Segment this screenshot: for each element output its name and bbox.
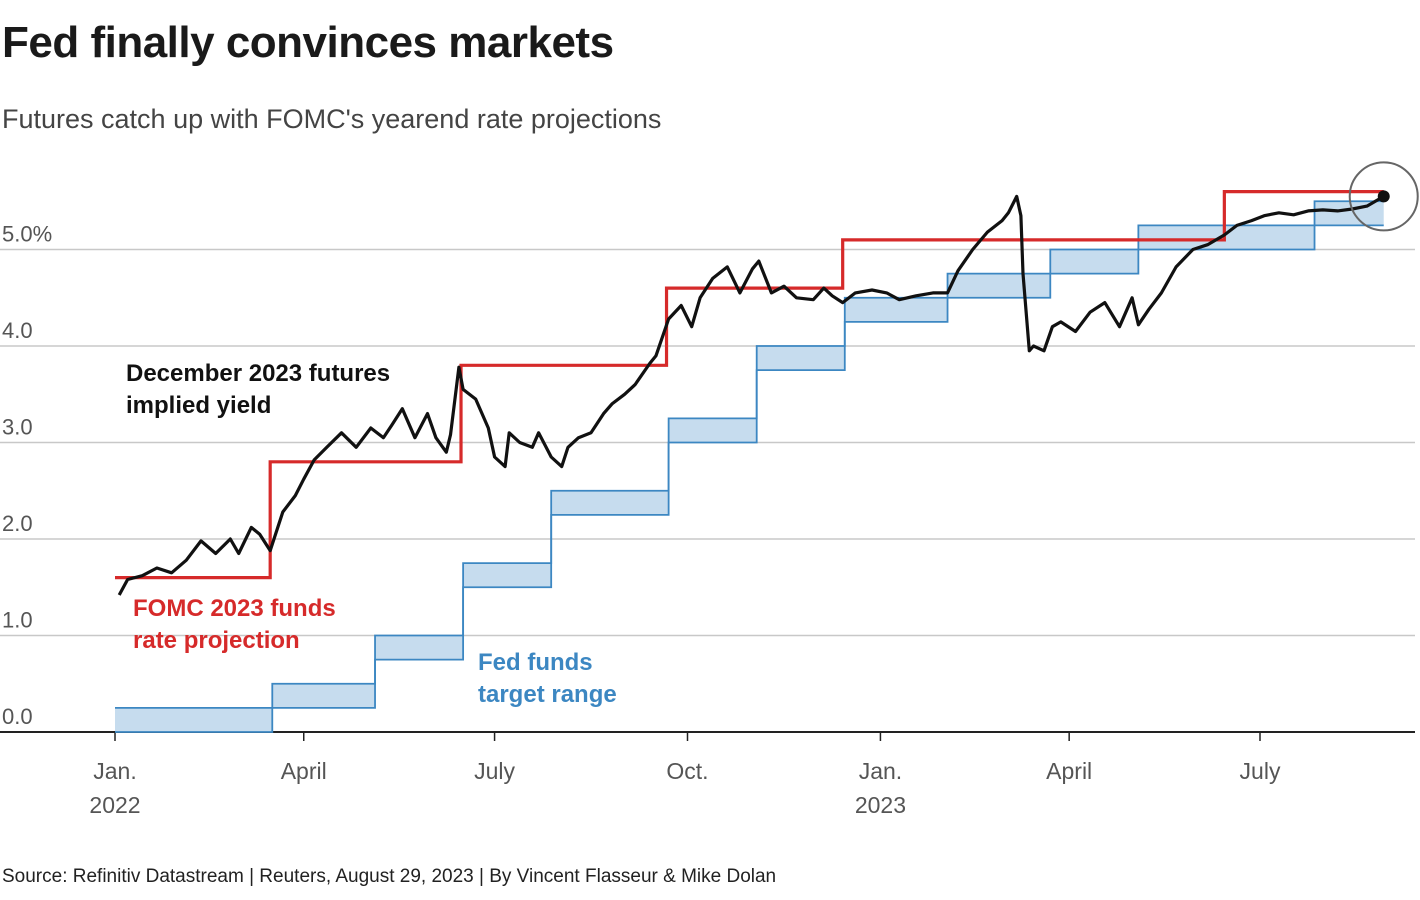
target-range-label: Fed funds [478, 649, 593, 676]
x-tick-label: April [1046, 758, 1092, 784]
y-tick-label: 3.0 [2, 415, 33, 440]
futures-yield-line [117, 194, 1385, 596]
latest-point-marker [1377, 190, 1390, 203]
x-tick-year-label: 2022 [89, 792, 140, 818]
y-tick-label: 4.0 [2, 318, 33, 343]
chart-subtitle: Futures catch up with FOMC's yearend rat… [2, 104, 662, 134]
target-range-band [115, 201, 1384, 732]
highlight-ring [1348, 161, 1419, 232]
target-range-label: target range [478, 681, 617, 708]
x-tick-label: July [474, 758, 515, 784]
target-range-lower-line [115, 224, 1384, 733]
x-tick-label: Jan. [859, 758, 902, 784]
projection-label: rate projection [133, 627, 300, 654]
y-tick-label: 5.0% [2, 222, 52, 247]
projection-label: FOMC 2023 funds [133, 595, 336, 622]
futures-label: December 2023 futures [126, 360, 390, 387]
futures-label: implied yield [126, 392, 271, 419]
x-tick-label: Oct. [666, 758, 708, 784]
x-tick-label: July [1240, 758, 1281, 784]
x-tick-year-label: 2023 [855, 792, 906, 818]
y-tick-label: 1.0 [2, 608, 33, 633]
x-tick-label: April [281, 758, 327, 784]
source-note: Source: Refinitiv Datastream | Reuters, … [2, 866, 777, 887]
x-tick-label: Jan. [93, 758, 136, 784]
chart-title: Fed finally convinces markets [2, 18, 614, 67]
y-tick-label: 2.0 [2, 511, 33, 536]
y-tick-label: 0.0 [2, 704, 33, 729]
